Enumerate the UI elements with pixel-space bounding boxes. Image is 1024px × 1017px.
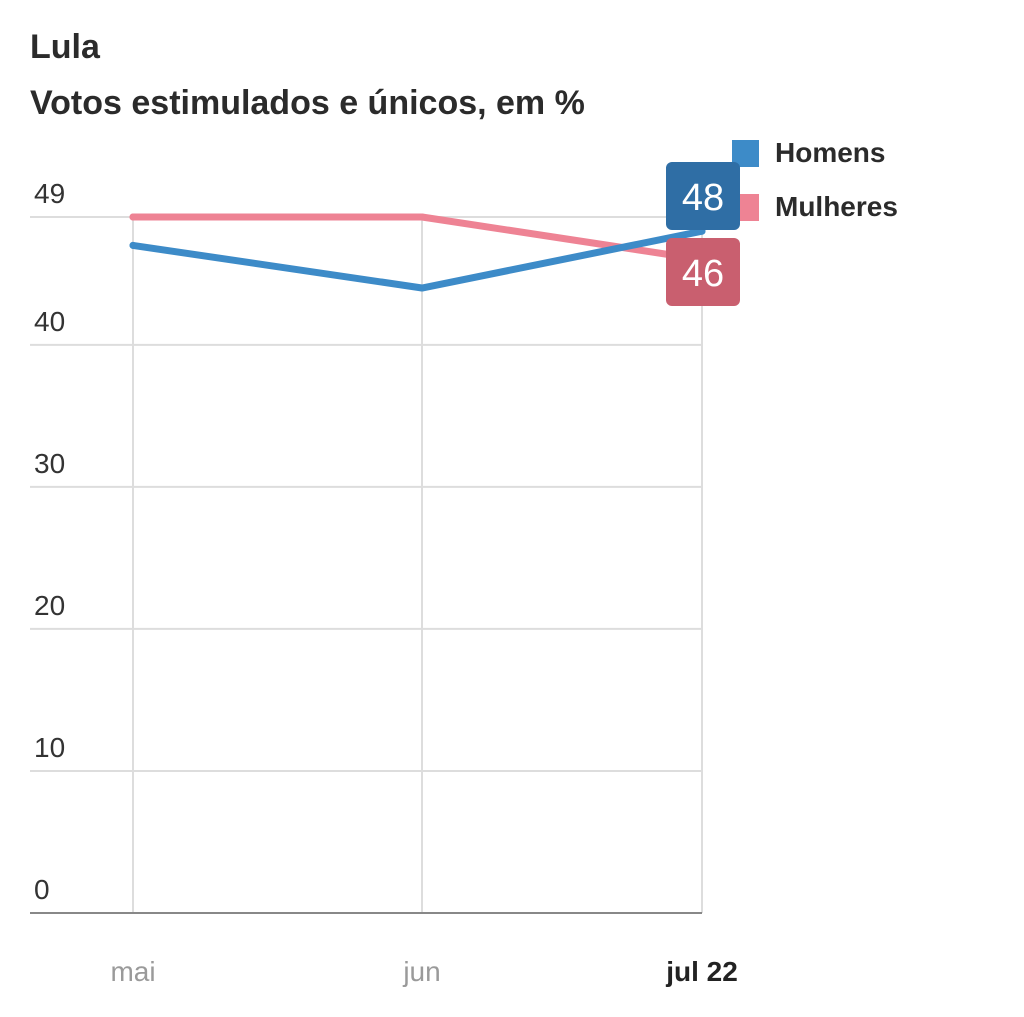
end-label-homens: 48 <box>682 177 724 219</box>
chart-subtitle: Votos estimulados e únicos, em % <box>30 84 585 122</box>
series-line-mulheres <box>129 213 706 264</box>
legend-label-homens: Homens <box>775 137 886 168</box>
series-line-homens <box>129 227 706 292</box>
x-tick-label: jun <box>402 956 440 987</box>
y-tick-label: 30 <box>34 448 65 479</box>
data-point-homens <box>129 241 137 249</box>
y-tick-label: 40 <box>34 306 65 337</box>
legend-label-mulheres: Mulheres <box>775 191 898 222</box>
end-label-box-homens <box>666 162 740 230</box>
end-label-mulheres: 46 <box>682 253 724 295</box>
y-tick-label: 20 <box>34 590 65 621</box>
legend-item-homens: Homens <box>732 136 898 170</box>
end-label-box-mulheres <box>666 238 740 306</box>
chart-title: Lula <box>30 28 100 66</box>
x-tick-label: mai <box>110 956 155 987</box>
legend-swatch-homens <box>732 139 759 167</box>
data-point-mulheres <box>418 213 426 221</box>
y-tick-label: 10 <box>34 732 65 763</box>
data-point-homens <box>418 284 426 292</box>
x-tick-label: jul 22 <box>665 956 738 987</box>
y-tick-label: 0 <box>34 874 50 905</box>
data-point-mulheres <box>129 213 137 221</box>
y-tick-label: 49 <box>34 178 65 209</box>
